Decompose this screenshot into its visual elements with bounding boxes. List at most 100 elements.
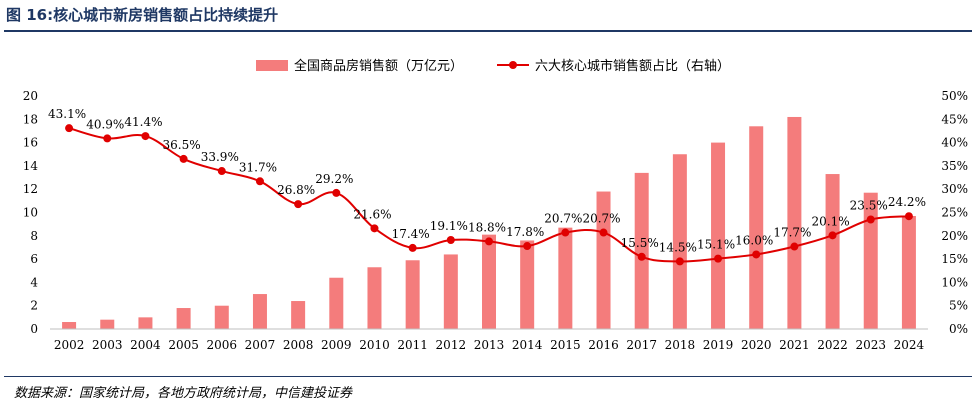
x-axis-tick-label: 2011 [397, 338, 428, 352]
x-axis-tick-label: 2002 [54, 338, 85, 352]
line-data-label: 43.1% [48, 107, 86, 121]
x-axis-tick-label: 2005 [168, 338, 199, 352]
line-point [790, 242, 799, 251]
line-point [675, 257, 684, 266]
x-axis-tick-label: 2012 [436, 338, 467, 352]
line-data-label: 20.1% [812, 214, 850, 228]
source-note: 数据来源：国家统计局，各地方政府统计局，中信建投证券 [14, 386, 353, 401]
figure-title: 图 16:核心城市新房销售额占比持续提升 [6, 6, 279, 24]
right-axis-tick-label: 40% [941, 136, 968, 150]
x-axis-tick-label: 2015 [550, 338, 581, 352]
bar [825, 174, 840, 329]
line-data-label: 24.2% [888, 195, 926, 209]
line-data-label: 15.5% [621, 236, 659, 250]
footer-divider [4, 376, 972, 377]
left-axis-tick-label: 16 [23, 136, 38, 150]
right-axis-tick-label: 5% [949, 299, 968, 313]
x-axis-tick-label: 2009 [321, 338, 352, 352]
x-axis-tick-label: 2010 [359, 338, 390, 352]
x-axis-tick-label: 2017 [626, 338, 657, 352]
right-axis-tick-label: 10% [941, 275, 968, 289]
bar [558, 227, 573, 329]
line-point [904, 212, 913, 221]
bar [749, 126, 764, 329]
right-axis-tick-label: 30% [941, 182, 968, 196]
right-axis-tick-label: 45% [941, 112, 968, 126]
line-point [523, 242, 532, 251]
right-axis-tick-label: 35% [941, 159, 968, 173]
line-point [179, 154, 188, 163]
left-axis-tick-label: 8 [30, 229, 38, 243]
line-data-label: 16.0% [735, 233, 773, 247]
title-divider [4, 30, 972, 32]
line-data-label: 31.7% [239, 160, 277, 174]
x-axis-tick-label: 2021 [779, 338, 810, 352]
line-data-label: 21.6% [353, 207, 391, 221]
line-data-label: 20.7% [544, 212, 582, 226]
right-axis-tick-label: 50% [941, 89, 968, 103]
line-data-label: 36.5% [163, 138, 201, 152]
right-axis-tick-label: 0% [949, 322, 968, 336]
line-data-label: 20.7% [582, 212, 620, 226]
bar [711, 142, 726, 329]
x-axis-tick-label: 2019 [703, 338, 734, 352]
left-axis-tick-label: 10 [23, 206, 38, 220]
line-data-label: 40.9% [86, 117, 124, 131]
line-point [294, 200, 303, 209]
line-point [599, 228, 608, 237]
line-data-label: 18.8% [468, 220, 506, 234]
bar [252, 294, 267, 329]
x-axis-tick-label: 2022 [817, 338, 848, 352]
line-point [866, 215, 875, 224]
x-axis-tick-label: 2023 [855, 338, 886, 352]
line-data-label: 17.4% [392, 227, 430, 241]
line-point [255, 177, 264, 186]
bar [100, 319, 115, 329]
legend-line-marker [509, 61, 517, 69]
line-point [217, 167, 226, 176]
bar [329, 277, 344, 329]
bar [291, 301, 306, 329]
line-series: 43.1%40.9% 41.4%36.5%33.9%31.7%26.8%29.2%… [48, 107, 926, 266]
x-axis-tick-label: 2018 [665, 338, 696, 352]
left-axis-tick-label: 4 [30, 275, 38, 289]
x-axis-tick-label: 2020 [741, 338, 772, 352]
x-axis: 2002 2003 2004 2005 2006 2007 2008 2009 2010 2011… [50, 328, 928, 352]
x-axis-tick-label: 2014 [512, 338, 543, 352]
line-data-label: 17.8% [506, 225, 544, 239]
line-point [561, 228, 570, 237]
x-axis-tick-label: 2024 [894, 338, 925, 352]
line-point [103, 134, 112, 143]
right-axis-tick-label: 25% [941, 206, 968, 220]
line-data-label: 29.2% [315, 172, 353, 186]
left-axis-tick-label: 20 [23, 89, 38, 103]
line-point [332, 188, 341, 197]
bar [787, 116, 802, 329]
x-axis-tick-label: 2003 [92, 338, 123, 352]
bar [901, 215, 916, 329]
line-point [141, 132, 150, 141]
line-data-label: 23.5% [850, 198, 888, 212]
left-axis-tick-label: 6 [30, 252, 38, 266]
bar [520, 240, 535, 329]
line-data-label: 19.1% [430, 219, 468, 233]
line-point [65, 124, 74, 133]
bar [405, 260, 420, 329]
bar-series [62, 116, 916, 329]
x-axis-tick-label: 2016 [588, 338, 619, 352]
chart-legend: 全国商品房销售额（万亿元） 六大核心城市销售额占比（右轴） [256, 58, 730, 74]
x-axis-tick-label: 2008 [283, 338, 314, 352]
sales-chart: 全国商品房销售额（万亿元） 六大核心城市销售额占比（右轴） 0 2 4 6 8 10 12 14… [23, 58, 968, 352]
bar [214, 305, 229, 329]
line-point [752, 250, 761, 259]
left-axis-tick-label: 14 [23, 159, 39, 173]
bar [138, 317, 153, 329]
right-axis-tick-label: 15% [941, 252, 968, 266]
line-point [485, 237, 493, 246]
line-point [370, 224, 379, 233]
legend-bar-swatch [256, 60, 288, 71]
bar [596, 191, 611, 329]
left-axis: 0 2 4 6 8 10 12 14 16 18 20 [23, 89, 39, 336]
bar [176, 308, 191, 329]
bar [634, 172, 649, 329]
